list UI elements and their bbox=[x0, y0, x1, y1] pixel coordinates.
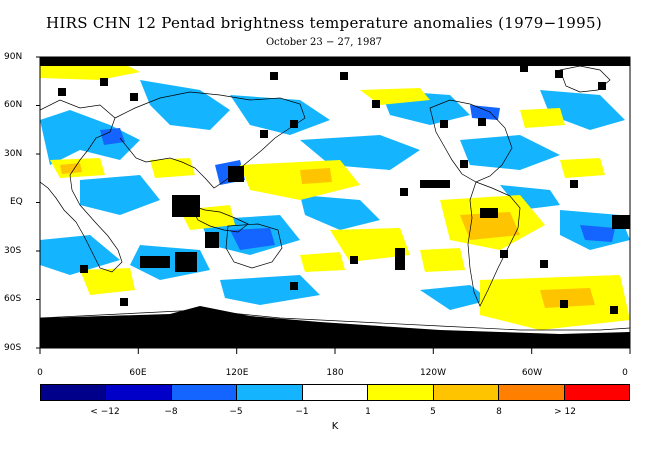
lon-label-60w: 60W bbox=[521, 368, 543, 378]
map-title: HIRS CHN 12 Pentad brightness temperatur… bbox=[46, 14, 602, 32]
colorbar-segment bbox=[170, 385, 237, 400]
moderate-warm-regions bbox=[60, 163, 595, 308]
lat-ticks bbox=[36, 56, 40, 349]
colorbar-label: 5 bbox=[430, 407, 436, 417]
colorbar-segment bbox=[432, 385, 499, 400]
continent-outlines bbox=[40, 65, 630, 331]
lat-label-90s: 90S bbox=[4, 343, 22, 353]
map-field bbox=[40, 57, 630, 348]
lon-label-0: 0 bbox=[37, 368, 43, 378]
lat-label-60n: 60N bbox=[4, 100, 23, 110]
colorbar-label: > 12 bbox=[554, 407, 576, 417]
lon-label-120w: 120W bbox=[419, 368, 447, 378]
colorbar-label: < −12 bbox=[90, 407, 120, 417]
lon-ticks bbox=[39, 348, 631, 354]
colorbar-segment bbox=[367, 385, 433, 400]
lon-label-120e: 120E bbox=[225, 368, 249, 378]
map-subtitle: October 23 − 27, 1987 bbox=[265, 37, 383, 48]
colorbar-segment bbox=[41, 385, 106, 400]
colorbar-segment bbox=[498, 385, 564, 400]
colorbar-segment bbox=[236, 385, 302, 400]
colorbar bbox=[40, 384, 630, 401]
colorbar-unit: K bbox=[331, 421, 339, 432]
lat-label-30s: 30S bbox=[4, 246, 22, 256]
colorbar-segment bbox=[105, 385, 171, 400]
lon-label-0-east: 0 bbox=[622, 368, 628, 378]
lat-label-90n: 90N bbox=[4, 52, 23, 62]
lat-label-60s: 60S bbox=[4, 294, 22, 304]
missing-data-regions bbox=[40, 57, 630, 348]
colorbar-label: −1 bbox=[295, 407, 309, 417]
colorbar-label: −5 bbox=[229, 407, 243, 417]
lat-label-eq: EQ bbox=[10, 197, 23, 207]
colorbar-label: 8 bbox=[496, 407, 502, 417]
colorbar-label: −8 bbox=[164, 407, 178, 417]
lat-label-30n: 30N bbox=[4, 149, 23, 159]
lon-label-60e: 60E bbox=[129, 368, 147, 378]
colorbar-label: 1 bbox=[365, 407, 371, 417]
colorbar-segment bbox=[301, 385, 368, 400]
lon-label-180: 180 bbox=[326, 368, 344, 378]
colorbar-segment bbox=[563, 385, 629, 400]
